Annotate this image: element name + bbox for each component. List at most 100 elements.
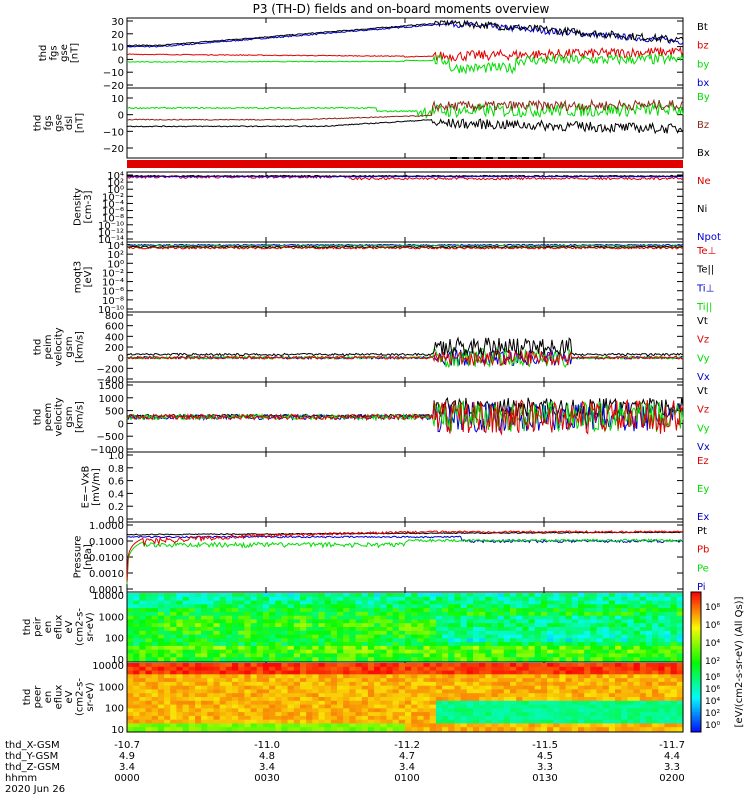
x-axis-block: thd_X-GSM thd_Y-GSM thd_Z-GSM hhmm 2020 … bbox=[5, 740, 685, 795]
spectrogram-cell bbox=[367, 681, 375, 687]
spectrogram-cell bbox=[670, 619, 678, 624]
spectrogram-cell bbox=[157, 715, 165, 721]
spectrogram-cell bbox=[621, 708, 628, 713]
spectrogram-cell bbox=[590, 596, 598, 602]
spectrogram-cell bbox=[262, 708, 270, 713]
spectrogram-cell bbox=[281, 608, 289, 613]
spectrogram-cell bbox=[547, 649, 554, 655]
y-tick-label: −1000 bbox=[90, 445, 124, 456]
spectrogram-cell bbox=[658, 700, 666, 706]
spectrogram-cell bbox=[386, 704, 394, 709]
spectrogram-cell bbox=[201, 634, 208, 639]
spectrogram-cell bbox=[213, 596, 221, 602]
spectrogram-cell bbox=[497, 600, 505, 605]
spectrogram-cell bbox=[497, 697, 505, 702]
spectrogram-cell bbox=[479, 689, 486, 694]
spectrogram-cell bbox=[392, 638, 400, 643]
spectrogram-cell bbox=[380, 689, 388, 694]
spectrogram-cell bbox=[164, 638, 171, 643]
spectrogram-cell bbox=[473, 596, 480, 602]
spectrogram-cell bbox=[454, 596, 462, 602]
spectrogram-cell bbox=[157, 681, 165, 687]
spectrogram-cell bbox=[608, 657, 616, 662]
spectrogram-cell bbox=[448, 693, 455, 698]
spectrogram-cell bbox=[522, 697, 530, 702]
spectrogram-cell bbox=[349, 642, 357, 647]
spectrogram-cell bbox=[596, 670, 604, 675]
spectrogram-cell bbox=[225, 663, 233, 668]
spectrogram-cell bbox=[244, 627, 252, 632]
spectrogram-cell bbox=[287, 674, 295, 679]
spectrogram-cell bbox=[485, 663, 493, 668]
spectrogram-cell bbox=[652, 627, 659, 632]
spectrogram-cell bbox=[423, 674, 431, 679]
spectrogram-cell bbox=[460, 638, 468, 643]
spectrogram-cell bbox=[510, 634, 517, 639]
spectrogram-cell bbox=[405, 715, 412, 721]
spectrogram-cell bbox=[374, 697, 381, 702]
spectrogram-cell bbox=[534, 681, 542, 687]
spectrogram-cell bbox=[460, 634, 468, 639]
spectrogram-cell bbox=[355, 653, 363, 658]
legend-ez: Ez bbox=[697, 456, 709, 467]
spectrogram-cell bbox=[491, 657, 499, 662]
spectrogram-cell bbox=[374, 634, 381, 639]
spectrogram-cell bbox=[312, 704, 320, 709]
spectrogram-cell bbox=[392, 693, 400, 698]
spectrogram-cell bbox=[133, 649, 140, 655]
spectrogram-cell bbox=[176, 674, 184, 679]
spectrogram-cell bbox=[145, 653, 153, 658]
spectrogram-cell bbox=[287, 593, 295, 598]
spectrogram-cell bbox=[281, 697, 289, 702]
spectrogram-cell bbox=[281, 604, 289, 609]
spectrogram-cell bbox=[423, 627, 431, 632]
spectrogram-cell bbox=[306, 678, 313, 683]
spectrogram-cell bbox=[627, 723, 635, 728]
spectrogram-cell bbox=[281, 634, 289, 639]
spectrogram-cell bbox=[435, 708, 443, 713]
spectrogram-cell bbox=[219, 704, 227, 709]
spectrogram-cell bbox=[466, 608, 474, 613]
spectrogram-cell bbox=[411, 596, 418, 602]
spectrogram-cell bbox=[473, 630, 480, 636]
spectrogram-cell bbox=[219, 657, 227, 662]
spectrogram-cell bbox=[522, 653, 530, 658]
spectrogram-cell bbox=[244, 715, 252, 721]
spectrogram-cell bbox=[559, 630, 567, 636]
legend-vz: Vz bbox=[697, 405, 709, 416]
spectrogram-cell bbox=[473, 615, 480, 621]
spectrogram-cell bbox=[442, 693, 449, 698]
spectrogram-cell bbox=[429, 608, 437, 613]
spectrogram-cell bbox=[361, 638, 369, 643]
spectrogram-cell bbox=[608, 611, 616, 617]
colorbar-tick-label: 10⁸ bbox=[705, 673, 720, 683]
spectrogram-cell bbox=[157, 666, 165, 672]
spectrogram-cell bbox=[300, 600, 307, 605]
spectrogram-cell bbox=[176, 670, 184, 675]
spectrogram-cell bbox=[188, 608, 196, 613]
spectrogram-cell bbox=[139, 715, 147, 721]
spectrogram-cell bbox=[639, 670, 647, 675]
spectrogram-cell bbox=[170, 723, 177, 728]
spectrogram-cell bbox=[547, 653, 554, 658]
spectrogram-cell bbox=[559, 642, 567, 647]
spectrogram-cell bbox=[164, 619, 171, 624]
spectrogram-cell bbox=[374, 670, 381, 675]
spectrogram-cell bbox=[497, 693, 505, 698]
spectrogram-cell bbox=[256, 727, 264, 732]
spectrogram-cell bbox=[207, 670, 215, 675]
spectrogram-cell bbox=[312, 627, 320, 632]
spectrogram-cell bbox=[182, 697, 190, 702]
spectrogram-cell bbox=[225, 619, 233, 624]
spectrogram-cell bbox=[652, 678, 659, 683]
spectrogram-cell bbox=[547, 689, 554, 694]
spectrogram-cell bbox=[157, 642, 165, 647]
spectrogram-cell bbox=[337, 600, 344, 605]
spectrogram-cell bbox=[380, 642, 388, 647]
spectrogram-cell bbox=[429, 593, 437, 598]
spectrogram-cell bbox=[133, 674, 140, 679]
spectrogram-cell bbox=[176, 596, 184, 602]
spectrogram-cell bbox=[318, 727, 326, 732]
trace-teperp bbox=[126, 246, 684, 250]
spectrogram-cell bbox=[392, 700, 400, 706]
